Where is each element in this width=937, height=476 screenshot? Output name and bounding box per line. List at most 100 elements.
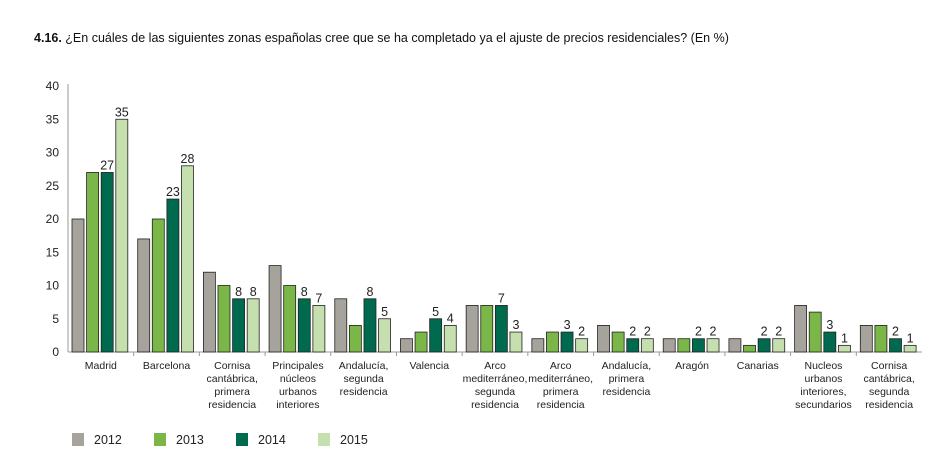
data-label: 2 bbox=[644, 325, 651, 339]
x-tick-label: Barcelona bbox=[143, 360, 190, 372]
bar-2012 bbox=[202, 271, 216, 353]
legend-label: 2012 bbox=[94, 433, 122, 447]
bar-2014 bbox=[889, 338, 902, 353]
bar-2014 bbox=[232, 298, 245, 353]
legend-label: 2014 bbox=[258, 433, 286, 447]
y-tick-label: 30 bbox=[46, 146, 60, 160]
bar-2012 bbox=[728, 338, 742, 353]
data-label: 8 bbox=[301, 285, 308, 299]
bar-2015 bbox=[181, 165, 194, 353]
bar-2014 bbox=[494, 305, 508, 353]
bar-2013 bbox=[677, 338, 691, 353]
bar-2013 bbox=[480, 305, 494, 353]
y-tick-label: 10 bbox=[46, 279, 60, 293]
bar-2015 bbox=[903, 344, 917, 353]
bar-2014 bbox=[626, 338, 640, 353]
data-label: 7 bbox=[498, 291, 505, 305]
data-label: 8 bbox=[366, 285, 373, 299]
x-tick-label: Arco mediterráneo, segunda residencia bbox=[463, 360, 528, 411]
bar-2013 bbox=[86, 172, 99, 353]
bar-2013 bbox=[611, 331, 625, 353]
x-tick-label: Madrid bbox=[85, 360, 117, 372]
bar-2014 bbox=[560, 331, 574, 353]
data-label: 3 bbox=[512, 318, 519, 332]
bar-2013 bbox=[546, 331, 559, 353]
legend-swatch-2013 bbox=[154, 433, 166, 446]
data-label: 23 bbox=[166, 185, 180, 199]
bar-2015 bbox=[246, 298, 260, 353]
data-label: 3 bbox=[826, 318, 833, 332]
legend-label: 2013 bbox=[176, 433, 204, 447]
y-tick-label: 25 bbox=[46, 179, 60, 193]
y-tick-label: 5 bbox=[52, 312, 59, 326]
bar-2013 bbox=[743, 344, 756, 353]
data-label: 1 bbox=[841, 331, 848, 345]
x-tick-label: Andalucía, primera residencia bbox=[602, 360, 652, 398]
bar-2013 bbox=[808, 311, 822, 353]
bar-2013 bbox=[151, 218, 165, 353]
bar-2014 bbox=[757, 338, 771, 353]
data-label: 2 bbox=[578, 325, 585, 339]
chart-title-text: ¿En cuáles de las siguientes zonas españ… bbox=[65, 31, 729, 45]
y-tick-label: 20 bbox=[46, 212, 60, 226]
bar-2014 bbox=[100, 172, 114, 353]
y-tick-label: 0 bbox=[52, 345, 59, 359]
data-label: 2 bbox=[761, 325, 768, 339]
bar-2012 bbox=[531, 338, 545, 353]
bar-2012 bbox=[794, 305, 808, 353]
bar-2014 bbox=[363, 298, 377, 353]
data-label: 3 bbox=[564, 318, 571, 332]
bar-2015 bbox=[312, 305, 326, 353]
bar-2012 bbox=[662, 338, 676, 353]
bar-2012 bbox=[859, 324, 873, 353]
bar-2014 bbox=[692, 338, 705, 353]
bar-2015 bbox=[838, 344, 851, 353]
data-label: 5 bbox=[432, 305, 439, 319]
x-tick-label: Valencia bbox=[410, 360, 450, 372]
data-label: 7 bbox=[315, 291, 322, 305]
data-label: 35 bbox=[115, 105, 129, 119]
x-tick-label: Principales núcleos urbanos interiores bbox=[272, 360, 323, 411]
x-tick-label: Canarias bbox=[737, 360, 779, 372]
y-tick-label: 40 bbox=[46, 79, 60, 93]
data-label: 2 bbox=[892, 325, 899, 339]
bar-2013 bbox=[874, 324, 888, 353]
bar-2012 bbox=[465, 305, 479, 353]
bar-2015 bbox=[640, 338, 654, 353]
x-tick-label: Andalucía, segunda residencia bbox=[339, 360, 389, 398]
legend-swatch-2012 bbox=[72, 433, 84, 446]
bar-2012 bbox=[137, 238, 151, 353]
chart-number: 4.16. bbox=[34, 31, 62, 45]
bar-2015 bbox=[378, 318, 391, 353]
bar-2015 bbox=[115, 118, 129, 353]
bar-2014 bbox=[166, 198, 180, 353]
bar-2013 bbox=[283, 285, 297, 353]
legend-swatch-2014 bbox=[236, 433, 248, 446]
data-label: 8 bbox=[250, 285, 257, 299]
bar-2012 bbox=[334, 298, 348, 353]
data-label: 27 bbox=[100, 158, 114, 172]
chart-title: 4.16. ¿En cuáles de las siguientes zonas… bbox=[34, 31, 729, 45]
bar-2012 bbox=[268, 265, 282, 353]
data-label: 2 bbox=[775, 325, 782, 339]
legend-swatch-2015 bbox=[318, 433, 330, 446]
bar-2015 bbox=[706, 338, 720, 353]
x-tick-label: Cornisa cantábrica, segunda residencia bbox=[863, 360, 914, 411]
data-label: 8 bbox=[235, 285, 242, 299]
bar-2015 bbox=[509, 331, 523, 353]
legend-label: 2015 bbox=[340, 433, 368, 447]
data-label: 1 bbox=[907, 331, 914, 345]
bar-2012 bbox=[597, 324, 610, 353]
bar-2013 bbox=[217, 285, 231, 353]
bar-2012 bbox=[71, 218, 85, 353]
x-tick-label: Aragón bbox=[675, 360, 709, 372]
x-tick-label: Nucleos urbanos interiores, secundarios bbox=[795, 360, 852, 411]
y-tick-label: 35 bbox=[46, 112, 60, 126]
x-tick-label: Arco mediterráneo, primera residencia bbox=[528, 360, 593, 411]
x-tick-label: Cornisa cantábrica, primera residencia bbox=[207, 360, 258, 411]
data-label: 28 bbox=[181, 152, 195, 166]
data-label: 2 bbox=[695, 325, 702, 339]
bar-2014 bbox=[823, 331, 837, 353]
bar-2015 bbox=[772, 338, 786, 353]
